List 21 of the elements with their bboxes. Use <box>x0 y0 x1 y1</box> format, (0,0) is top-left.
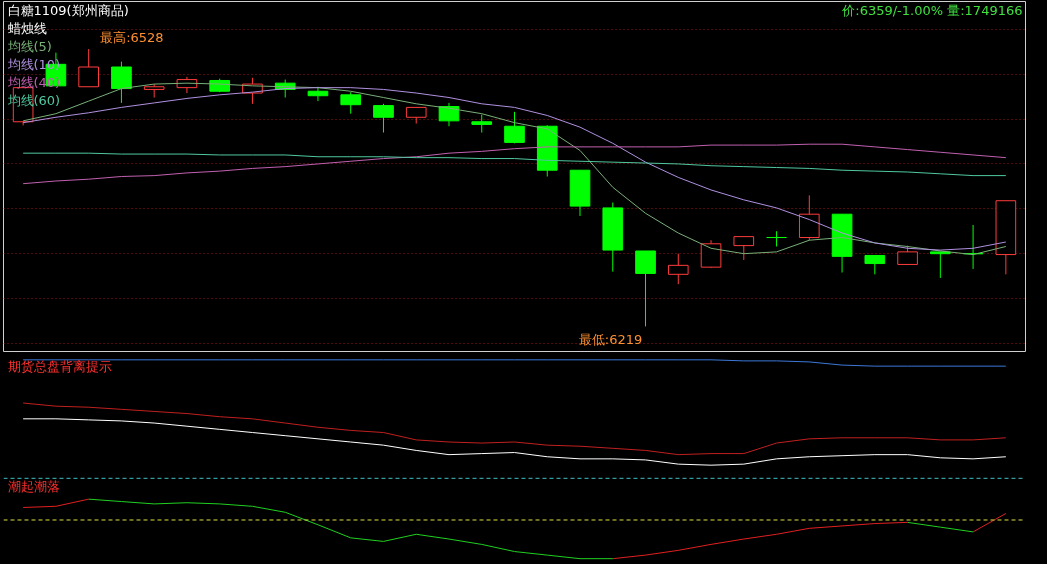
candlestick <box>798 194 820 241</box>
annotation: 最高:6528 <box>100 30 164 46</box>
candlestick <box>78 48 99 88</box>
candlestick <box>340 91 362 115</box>
annotation: 价:6359/-1.00% 量:1749166 <box>841 2 1023 18</box>
candlestick <box>733 236 755 261</box>
chart-title: 潮起潮落 <box>7 478 60 494</box>
candlestick <box>373 103 394 134</box>
candlestick <box>864 254 886 275</box>
chart-title: 期货总盘背离提示 <box>7 358 112 374</box>
candlestick <box>111 61 132 104</box>
candlestick <box>766 230 787 247</box>
text: 均线(5) <box>6 38 52 54</box>
candlestick <box>504 111 525 144</box>
candlestick <box>307 86 329 102</box>
annotation: 最低:6219 <box>578 332 643 348</box>
text: 蜡烛线 <box>7 20 47 36</box>
candlestick <box>635 250 656 327</box>
candlestick <box>667 253 689 285</box>
candlestick <box>897 245 918 265</box>
chart-title: 白糖1109(郑州商品) <box>7 2 129 18</box>
